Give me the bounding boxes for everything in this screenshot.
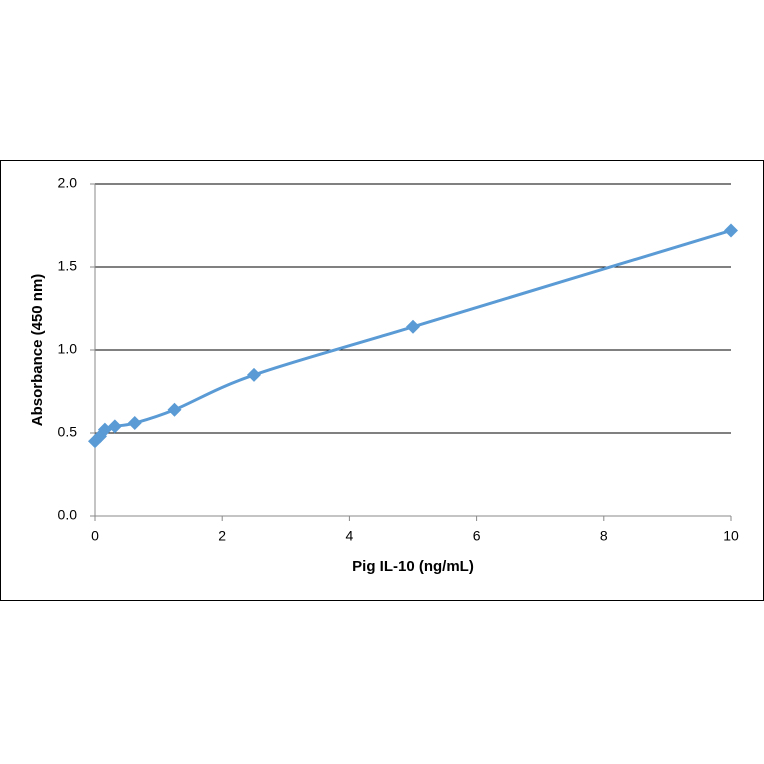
data-point [724,223,738,238]
y-tick-label: 1.5 [58,258,78,274]
x-tick-label: 8 [600,528,608,544]
y-axis-title: Absorbance (450 nm) [29,274,46,427]
x-tick-label: 10 [723,528,739,544]
data-point [406,319,420,334]
data-point [167,402,182,417]
x-tick-label: 0 [91,528,99,544]
data-point [107,419,122,434]
y-tick-label: 0.5 [58,424,78,440]
chart-frame [0,160,764,601]
x-tick-label: 6 [473,528,481,544]
y-tick-label: 0.0 [58,507,78,523]
x-tick-label: 4 [346,528,354,544]
y-tick-label: 1.0 [58,341,78,357]
data-point [127,416,142,431]
x-tick-label: 2 [218,528,226,544]
x-axis-title: Pig IL-10 (ng/mL) [352,558,474,575]
data-point [247,367,261,382]
y-tick-label: 2.0 [58,175,78,191]
